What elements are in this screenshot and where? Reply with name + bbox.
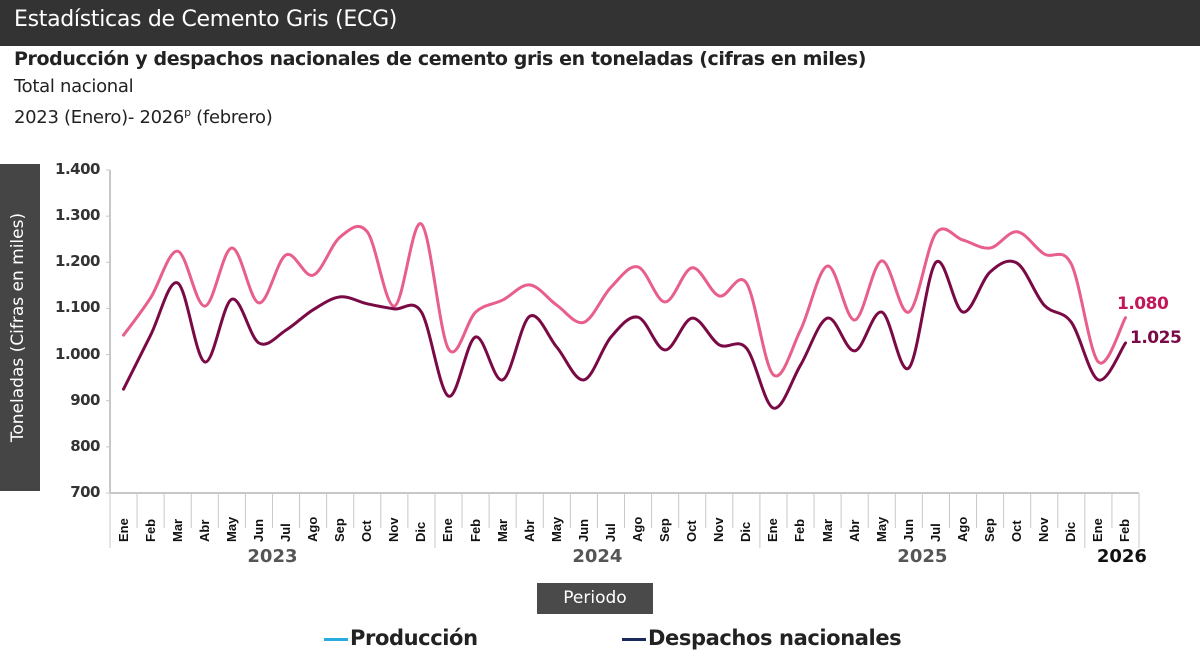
x-tick-label: Ago (954, 516, 970, 542)
x-tick-label: Jun (900, 518, 916, 542)
year-label: 2023 (247, 546, 298, 567)
legend-swatch-despachos-icon (622, 637, 646, 641)
x-tick-label: Sep (982, 518, 998, 542)
x-tick-label: Ene (440, 518, 456, 542)
x-tick-label: May (548, 516, 564, 542)
x-tick-label: Ene (765, 518, 781, 542)
chart-subtitle-period: 2023 (Enero)- 2026p (febrero) (14, 106, 273, 128)
year-label: 2025 (897, 546, 948, 567)
y-tick-label: 1.000 (55, 344, 100, 363)
header-title: Estadísticas de Cemento Gris (ECG) (14, 7, 398, 32)
x-tick-label: Oct (359, 520, 375, 542)
period-range: 2023 (Enero)- 2026 (14, 107, 185, 128)
x-tick-label: Ago (305, 516, 321, 542)
legend-label-despachos: Despachos nacionales (648, 626, 902, 650)
period-end: (febrero) (190, 107, 273, 128)
x-tick-label: Oct (684, 520, 700, 542)
y-tick-label: 700 (70, 483, 100, 501)
y-tick-label: 1.400 (55, 160, 100, 178)
x-tick-label: Jul (927, 523, 943, 542)
x-tick-label: Dic (1063, 521, 1079, 542)
y-tick-label: 900 (70, 390, 100, 409)
y-tick-label: 800 (70, 436, 100, 455)
legend-label-produccion: Producción (350, 626, 478, 650)
x-tick-label: Feb (142, 518, 158, 542)
header-notch (0, 46, 220, 48)
x-tick-label: Oct (1009, 520, 1025, 542)
x-tick-label: Feb (792, 518, 808, 542)
x-tick-label: Dic (413, 521, 429, 542)
x-tick-label: Jun (250, 518, 266, 542)
x-tick-label: Feb (1117, 518, 1133, 542)
x-axis-label: Periodo (537, 583, 653, 614)
x-tick-label: Mar (169, 518, 185, 542)
x-tick-label: Jul (602, 523, 618, 542)
despachos-end-label: 1.025 (1130, 328, 1182, 348)
chart-title: Producción y despachos nacionales de cem… (14, 48, 866, 70)
legend-item-produccion: Producción (324, 626, 478, 650)
preliminary-mark: p (184, 106, 191, 119)
chart-subtitle-scope: Total nacional (14, 76, 134, 97)
y-tick-label: 1.100 (55, 298, 100, 317)
y-axis-label-box: Toneladas (Cifras en miles) (0, 164, 40, 491)
x-tick-label: Abr (521, 519, 537, 542)
axes (106, 169, 1140, 548)
x-tick-label: Mar (819, 518, 835, 542)
x-tick-label: Nov (1036, 517, 1052, 542)
x-tick-label: Jul (277, 523, 293, 542)
x-tick-label: Dic (738, 521, 754, 542)
x-tick-label: Nov (386, 517, 402, 542)
y-tick-label: 1.300 (55, 206, 100, 225)
y-tick-label: 1.200 (55, 252, 100, 271)
x-tick-label: Nov (711, 517, 727, 542)
x-tick-label: Ago (630, 516, 645, 542)
produccion-line (122, 222, 1127, 378)
x-tick-label: Abr (196, 519, 212, 542)
produccion-end-label: 1.080 (1117, 294, 1169, 314)
x-tick-label: Ene (115, 518, 131, 542)
x-tick-label: Abr (846, 519, 862, 542)
x-tick-label: Sep (332, 518, 348, 542)
x-tick-label: Ene (1090, 518, 1106, 542)
legend-item-despachos: Despachos nacionales (622, 626, 902, 650)
x-tick-label: Feb (467, 518, 483, 542)
header-bar: Estadísticas de Cemento Gris (ECG) (0, 0, 1200, 46)
x-tick-label: May (873, 516, 889, 542)
x-tick-label: Sep (657, 518, 673, 542)
x-tick-label: Mar (494, 518, 510, 542)
x-tick-label: May (223, 516, 239, 542)
x-tick-label: Jun (575, 518, 591, 542)
legend-swatch-produccion-icon (324, 637, 348, 641)
year-label: 2024 (572, 546, 623, 567)
year-label: 2026 (1096, 546, 1147, 567)
despachos-line (122, 259, 1127, 410)
